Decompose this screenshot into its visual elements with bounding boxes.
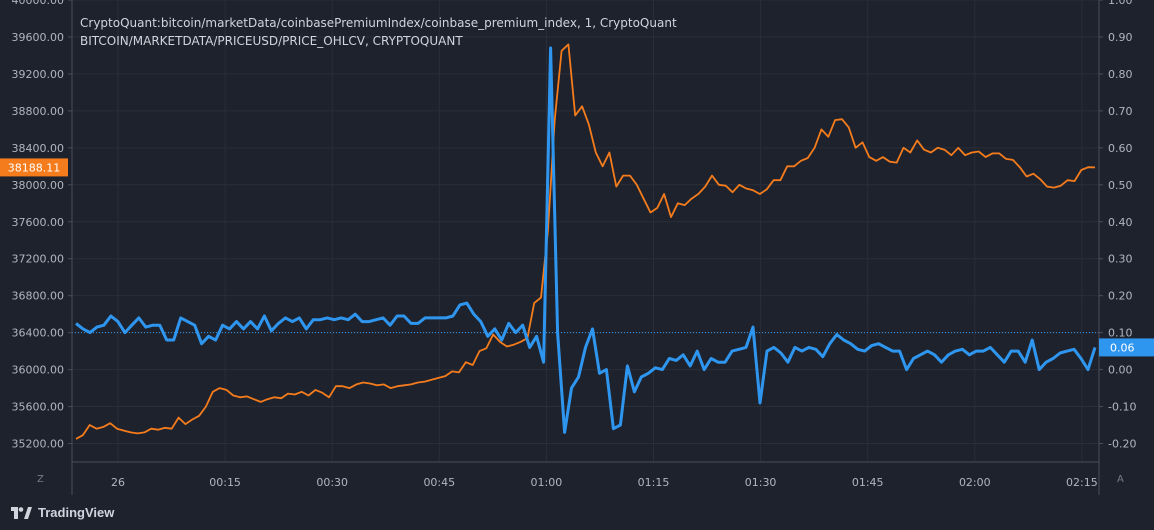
x-axis-tick-label: 01:45 [852, 476, 884, 489]
left-axis-tick-label: 35600.00 [12, 401, 65, 414]
tradingview-logo-icon [11, 506, 32, 519]
left-axis-tick-label: 38400.00 [12, 142, 65, 155]
left-axis-tick-label: 38000.00 [12, 179, 65, 192]
x-axis-tick-label: 02:00 [959, 476, 991, 489]
grid [72, 0, 1099, 462]
x-axis-tick-label: 00:45 [423, 476, 455, 489]
right-axis-tick-label: -0.20 [1108, 438, 1136, 451]
right-axis-tick-label: 0.20 [1108, 290, 1133, 303]
right-axis-tick-label: 0.70 [1108, 105, 1133, 118]
left-axis-tick-label: 38800.00 [12, 105, 65, 118]
tradingview-branding[interactable]: TradingView [10, 505, 114, 520]
right-axis-tick-label: 1.00 [1108, 0, 1133, 7]
series-layer [75, 43, 1097, 440]
x-axis-tick-label: 01:15 [638, 476, 670, 489]
right-axis-tick-label: 0.80 [1108, 68, 1133, 81]
left-axis-tick-label: 35200.00 [12, 438, 65, 451]
left-axis-tick-label: 40000.00 [12, 0, 65, 7]
left-axis-tick-label: 39600.00 [12, 31, 65, 44]
left-axis-tick-label: 39200.00 [12, 68, 65, 81]
right-axis-tick-label: 0.40 [1108, 216, 1133, 229]
x-axis-tick-label: 01:00 [531, 476, 563, 489]
price-series-line [75, 43, 1096, 440]
last-value-badges: 38188.11 0.06 [0, 158, 1154, 357]
x-axis-tick-label: 01:30 [745, 476, 777, 489]
price-last-value-badge [0, 158, 68, 177]
legend-price-ohlcv[interactable]: BITCOIN/MARKETDATA/PRICEUSD/PRICE_OHLCV,… [80, 34, 463, 48]
left-axis-tick-label: 36800.00 [12, 290, 65, 303]
x-axis-tick-label: 00:30 [316, 476, 348, 489]
right-axis-tick-label: 0.30 [1108, 253, 1133, 266]
axes: 40000.00 39600.00 39200.00 38800.00 38400.00… [12, 0, 1136, 495]
left-axis-tick-label: 37200.00 [12, 253, 65, 266]
auto-scale-button[interactable]: A [1117, 474, 1124, 485]
right-axis-tick-label: 0.60 [1108, 142, 1133, 155]
right-axis-tick-label: 0.90 [1108, 31, 1133, 44]
premium-last-value-badge [1099, 338, 1154, 357]
legend-premium-index[interactable]: CryptoQuant:bitcoin/marketData/coinbaseP… [80, 16, 677, 30]
x-axis-tick-label: 26 [111, 476, 125, 489]
left-axis-tick-label: 36000.00 [12, 364, 65, 377]
right-axis-tick-label: 0.50 [1108, 179, 1133, 192]
left-axis-tick-label: 36400.00 [12, 327, 65, 340]
right-axis-tick-label: 0.10 [1108, 327, 1133, 340]
left-axis-tick-label: 37600.00 [12, 216, 65, 229]
premium-last-value-label: 0.06 [1110, 341, 1135, 354]
premium-series-line [75, 46, 1097, 434]
right-axis-tick-label: -0.10 [1108, 401, 1136, 414]
tradingview-label: TradingView [38, 505, 115, 520]
price-last-value-label: 38188.11 [8, 161, 61, 174]
right-axis-tick-label: 0.00 [1108, 364, 1133, 377]
x-axis-tick-label: 02:15 [1066, 476, 1098, 489]
zoom-reset-button[interactable]: Z [37, 474, 44, 485]
x-axis-tick-label: 00:15 [209, 476, 241, 489]
